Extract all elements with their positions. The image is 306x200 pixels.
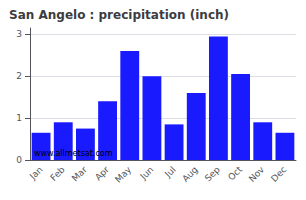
svg-text:Mar: Mar (70, 164, 89, 183)
svg-text:3: 3 (16, 29, 22, 39)
svg-text:Nov: Nov (247, 164, 267, 184)
svg-text:Dec: Dec (269, 164, 288, 183)
svg-text:0: 0 (16, 155, 22, 165)
svg-text:1: 1 (16, 113, 22, 123)
svg-text:Jul: Jul (162, 164, 177, 179)
svg-text:San Angelo : precipitation (in: San Angelo : precipitation (inch) (9, 8, 229, 22)
svg-text:Apr: Apr (93, 164, 111, 182)
svg-text:May: May (113, 164, 134, 185)
svg-text:Sep: Sep (203, 164, 222, 183)
svg-text:Jan: Jan (27, 164, 45, 182)
svg-text:www.allmetsat.com: www.allmetsat.com (34, 149, 113, 158)
svg-text:Oct: Oct (226, 164, 244, 182)
svg-text:Jun: Jun (138, 164, 156, 182)
svg-text:2: 2 (16, 71, 22, 81)
svg-text:Feb: Feb (48, 164, 67, 183)
svg-text:Aug: Aug (180, 164, 199, 183)
